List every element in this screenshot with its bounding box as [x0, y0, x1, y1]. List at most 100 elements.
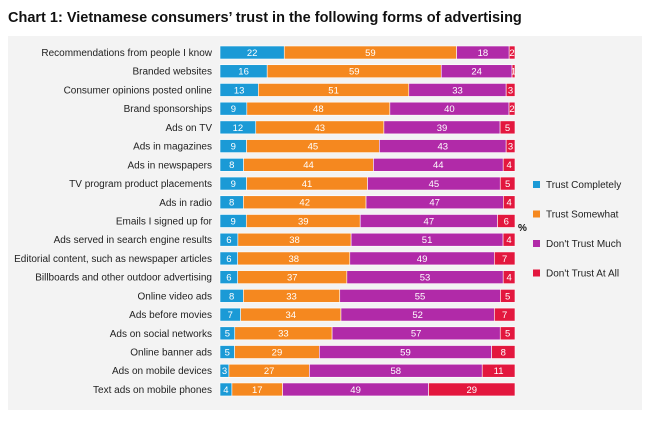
- bar-segment: [494, 251, 516, 266]
- data-label: 12: [233, 123, 244, 134]
- data-label: 8: [229, 291, 234, 302]
- data-label: 29: [272, 347, 283, 358]
- data-label: 33: [286, 291, 297, 302]
- data-label: 5: [225, 347, 230, 358]
- bar-row: 22 59 18 2: [219, 45, 516, 60]
- data-label: 24: [471, 67, 482, 78]
- bar-segment: [505, 139, 516, 153]
- data-label: 47: [424, 216, 435, 227]
- data-label: 48: [313, 104, 324, 115]
- legend-swatch: [533, 240, 540, 247]
- bar-segment: [491, 345, 516, 359]
- data-label: 47: [429, 198, 440, 209]
- category-label: Billboards and other outdoor advertising: [35, 273, 212, 284]
- bar-row: 4 17 49 29: [219, 382, 516, 397]
- bar-row: 3 27 58 11: [219, 363, 516, 378]
- data-label: 49: [417, 254, 428, 265]
- data-label: 3: [508, 85, 513, 96]
- bar-segment: [505, 83, 516, 97]
- data-label: 38: [289, 235, 300, 246]
- category-label: TV program product placements: [69, 179, 212, 190]
- data-label: 38: [288, 254, 299, 265]
- bar-row: 16 59 24 1: [219, 64, 516, 79]
- data-label: 5: [225, 329, 230, 340]
- data-label: 59: [349, 67, 360, 78]
- legend-item: Don't Trust Much: [533, 239, 621, 250]
- data-label: 17: [252, 385, 263, 396]
- data-label: 43: [315, 123, 326, 134]
- bar-segment: [508, 101, 516, 116]
- data-label: 27: [264, 366, 275, 377]
- data-label: 6: [504, 216, 509, 227]
- bar-row: 5 29 59 8: [219, 345, 516, 359]
- data-label: 16: [238, 67, 249, 78]
- bar-row: 5 33 57 5: [219, 326, 516, 341]
- data-label: 58: [391, 366, 402, 377]
- bar-row: 6 38 51 4: [219, 232, 516, 247]
- legend-swatch: [533, 210, 540, 218]
- category-label: Branded websites: [133, 67, 213, 78]
- data-label: 7: [228, 310, 233, 321]
- legend-label: Don't Trust Much: [546, 239, 621, 250]
- data-label: 4: [506, 273, 511, 284]
- category-label: Brand sponsorships: [124, 104, 212, 115]
- data-label: 13: [234, 85, 245, 96]
- category-label: Online video ads: [138, 291, 213, 302]
- data-label: 5: [505, 291, 510, 302]
- legend-item: Don't Trust At All: [533, 269, 619, 280]
- data-label: 42: [299, 198, 310, 209]
- data-label: 2: [509, 104, 514, 115]
- data-label: 6: [226, 273, 231, 284]
- category-label: Ads before movies: [129, 310, 212, 321]
- data-label: 5: [505, 329, 510, 340]
- unit-label: %: [518, 223, 527, 234]
- bar-row: 9 39 47 6: [219, 214, 516, 228]
- legend-label: Trust Completely: [546, 180, 621, 191]
- data-label: 11: [494, 366, 504, 377]
- legend-swatch: [533, 181, 540, 188]
- bar-segment: [497, 214, 516, 228]
- legend-label: Don't Trust At All: [546, 269, 619, 280]
- data-label: 6: [226, 235, 231, 246]
- bar-row: 9 48 40 2: [219, 101, 516, 116]
- legend-item: Trust Somewhat: [533, 210, 619, 221]
- data-label: 52: [412, 310, 423, 321]
- bar-segment: [511, 64, 516, 79]
- legend-item: Trust Completely: [533, 180, 621, 191]
- data-label: 7: [502, 254, 507, 265]
- bar-row: 8 33 55 5: [219, 289, 516, 303]
- data-label: 3: [508, 142, 513, 153]
- bar-row: 6 37 53 4: [219, 270, 516, 284]
- data-label: 53: [420, 273, 431, 284]
- data-label: 9: [230, 216, 235, 227]
- bar-segment: [481, 363, 516, 378]
- data-label: 43: [437, 142, 448, 153]
- data-label: 8: [229, 198, 234, 209]
- bar-segment: [503, 195, 516, 210]
- bar-segment: [502, 158, 516, 172]
- category-label: Consumer opinions posted online: [64, 85, 213, 96]
- category-label: Ads served in search engine results: [54, 235, 212, 246]
- data-label: 59: [365, 48, 376, 59]
- data-label: 4: [506, 235, 511, 246]
- bar-row: 8 44 44 4: [219, 158, 516, 172]
- data-label: 55: [415, 291, 426, 302]
- data-label: 22: [247, 48, 258, 59]
- category-label: Ads in newspapers: [128, 160, 213, 171]
- legend-label: Trust Somewhat: [546, 210, 619, 221]
- bar-segment: [502, 232, 516, 247]
- data-label: 6: [226, 254, 231, 265]
- data-label: 45: [308, 142, 319, 153]
- data-label: 9: [231, 104, 236, 115]
- data-label: 2: [509, 48, 514, 59]
- bar-row: 7 34 52 7: [219, 307, 516, 322]
- data-label: 40: [444, 104, 455, 115]
- bar-segment: [499, 326, 516, 341]
- legend: Trust Completely Trust Somewhat Don't Trus…: [533, 180, 621, 280]
- bar-segment: [499, 176, 516, 191]
- legend-swatch: [533, 269, 540, 277]
- data-label: 3: [222, 366, 227, 377]
- data-label: 51: [328, 85, 339, 96]
- data-label: 39: [437, 123, 448, 134]
